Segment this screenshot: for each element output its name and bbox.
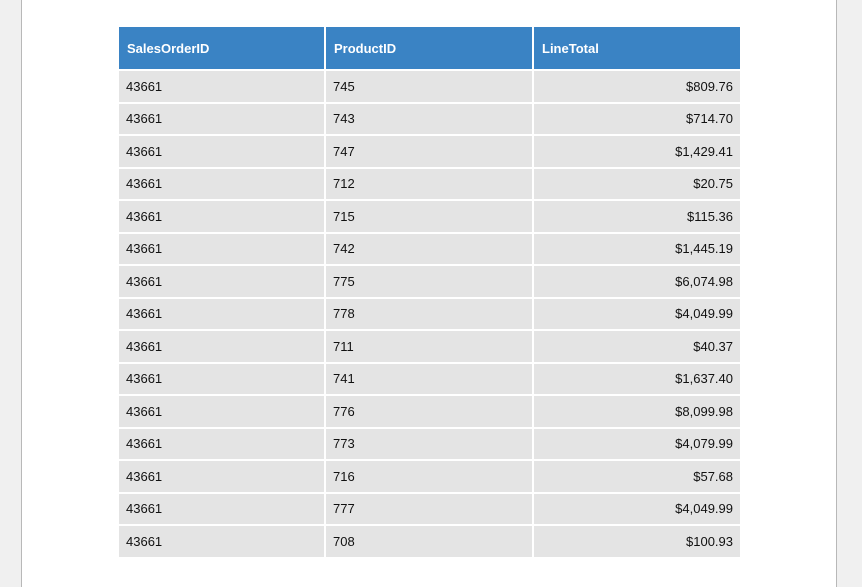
column-header-linetotal: LineTotal: [534, 27, 740, 69]
table-row: 43661 778 $4,049.99: [119, 298, 740, 329]
cell-productid: 742: [326, 233, 532, 264]
cell-productid: 747: [326, 136, 532, 167]
table-row: 43661 776 $8,099.98: [119, 396, 740, 427]
cell-salesorderid: 43661: [119, 201, 324, 232]
report-page: SalesOrderID ProductID LineTotal 43661 74…: [21, 0, 837, 587]
cell-salesorderid: 43661: [119, 331, 324, 362]
cell-productid: 773: [326, 428, 532, 459]
cell-salesorderid: 43661: [119, 168, 324, 199]
table-row: 43661 777 $4,049.99: [119, 493, 740, 524]
cell-linetotal: $809.76: [534, 71, 740, 102]
sales-order-table: SalesOrderID ProductID LineTotal 43661 74…: [117, 25, 742, 559]
cell-productid: 716: [326, 461, 532, 492]
cell-salesorderid: 43661: [119, 493, 324, 524]
table-row: 43661 708 $100.93: [119, 526, 740, 557]
cell-productid: 743: [326, 103, 532, 134]
cell-salesorderid: 43661: [119, 363, 324, 394]
cell-salesorderid: 43661: [119, 526, 324, 557]
table-row: 43661 711 $40.37: [119, 331, 740, 362]
cell-linetotal: $57.68: [534, 461, 740, 492]
cell-productid: 745: [326, 71, 532, 102]
cell-productid: 715: [326, 201, 532, 232]
cell-linetotal: $115.36: [534, 201, 740, 232]
cell-salesorderid: 43661: [119, 461, 324, 492]
table-row: 43661 773 $4,079.99: [119, 428, 740, 459]
cell-productid: 777: [326, 493, 532, 524]
cell-linetotal: $1,429.41: [534, 136, 740, 167]
cell-linetotal: $4,049.99: [534, 298, 740, 329]
table-row: 43661 743 $714.70: [119, 103, 740, 134]
cell-salesorderid: 43661: [119, 136, 324, 167]
cell-salesorderid: 43661: [119, 396, 324, 427]
cell-salesorderid: 43661: [119, 428, 324, 459]
cell-productid: 712: [326, 168, 532, 199]
cell-linetotal: $100.93: [534, 526, 740, 557]
cell-salesorderid: 43661: [119, 103, 324, 134]
cell-productid: 775: [326, 266, 532, 297]
cell-linetotal: $20.75: [534, 168, 740, 199]
cell-productid: 776: [326, 396, 532, 427]
table-row: 43661 775 $6,074.98: [119, 266, 740, 297]
cell-salesorderid: 43661: [119, 233, 324, 264]
cell-linetotal: $4,049.99: [534, 493, 740, 524]
table-header-row: SalesOrderID ProductID LineTotal: [119, 27, 740, 69]
column-header-salesorderid: SalesOrderID: [119, 27, 324, 69]
cell-salesorderid: 43661: [119, 298, 324, 329]
table-row: 43661 715 $115.36: [119, 201, 740, 232]
table-row: 43661 745 $809.76: [119, 71, 740, 102]
table-row: 43661 741 $1,637.40: [119, 363, 740, 394]
cell-linetotal: $714.70: [534, 103, 740, 134]
cell-salesorderid: 43661: [119, 71, 324, 102]
table-body: 43661 745 $809.76 43661 743 $714.70 43661 747 $1…: [119, 71, 740, 557]
table-row: 43661 742 $1,445.19: [119, 233, 740, 264]
cell-productid: 741: [326, 363, 532, 394]
cell-productid: 711: [326, 331, 532, 362]
cell-productid: 708: [326, 526, 532, 557]
cell-salesorderid: 43661: [119, 266, 324, 297]
cell-linetotal: $4,079.99: [534, 428, 740, 459]
table-row: 43661 712 $20.75: [119, 168, 740, 199]
table-row: 43661 747 $1,429.41: [119, 136, 740, 167]
cell-linetotal: $8,099.98: [534, 396, 740, 427]
column-header-productid: ProductID: [326, 27, 532, 69]
table-row: 43661 716 $57.68: [119, 461, 740, 492]
cell-productid: 778: [326, 298, 532, 329]
cell-linetotal: $6,074.98: [534, 266, 740, 297]
cell-linetotal: $1,445.19: [534, 233, 740, 264]
cell-linetotal: $40.37: [534, 331, 740, 362]
cell-linetotal: $1,637.40: [534, 363, 740, 394]
